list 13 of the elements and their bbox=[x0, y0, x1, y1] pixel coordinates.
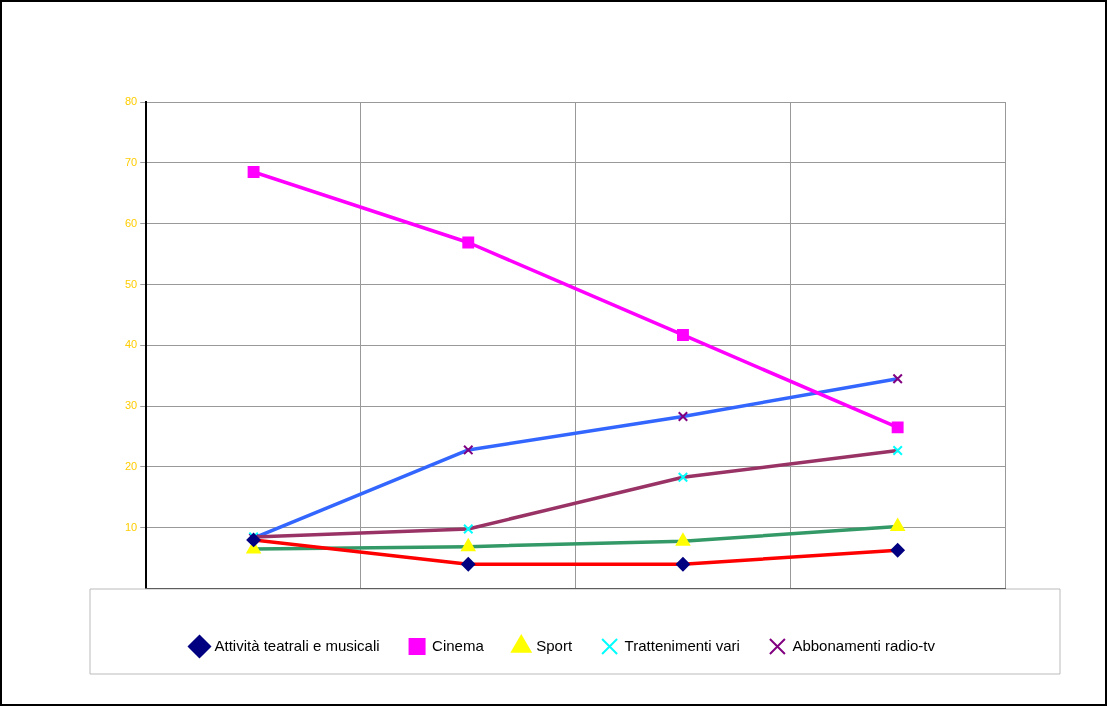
y-tick-label: 70 bbox=[124, 155, 138, 168]
y-tick-label: 10 bbox=[124, 520, 138, 533]
legend-label: Abbonamenti radio-tv bbox=[792, 636, 936, 654]
y-tick-label: 60 bbox=[124, 216, 138, 229]
legend-label: Sport bbox=[536, 636, 573, 654]
y-tick-label: 30 bbox=[124, 399, 138, 412]
legend-label: Attività teatrali e musicali bbox=[214, 636, 380, 654]
legend-label: Trattenimenti vari bbox=[624, 636, 740, 654]
y-tick-label: 40 bbox=[124, 338, 138, 351]
legend-label: Cinema bbox=[432, 636, 485, 654]
y-tick-label: 20 bbox=[124, 459, 138, 472]
y-tick-label: 80 bbox=[124, 95, 138, 108]
y-tick-label: 50 bbox=[124, 277, 138, 290]
